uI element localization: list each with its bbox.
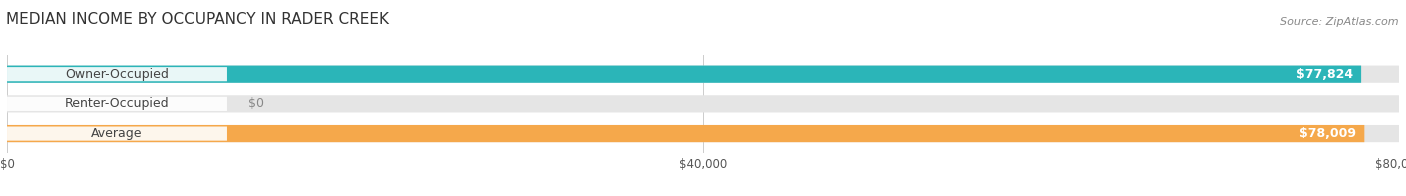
Text: MEDIAN INCOME BY OCCUPANCY IN RADER CREEK: MEDIAN INCOME BY OCCUPANCY IN RADER CREE…	[6, 12, 388, 27]
Text: $0: $0	[247, 97, 264, 110]
FancyBboxPatch shape	[7, 67, 226, 81]
Text: Owner-Occupied: Owner-Occupied	[65, 68, 169, 81]
Text: Source: ZipAtlas.com: Source: ZipAtlas.com	[1281, 17, 1399, 27]
FancyBboxPatch shape	[7, 97, 226, 111]
FancyBboxPatch shape	[7, 126, 226, 141]
Text: $78,009: $78,009	[1299, 127, 1355, 140]
FancyBboxPatch shape	[7, 125, 1364, 142]
FancyBboxPatch shape	[7, 66, 1361, 83]
Text: $77,824: $77,824	[1296, 68, 1353, 81]
Text: Renter-Occupied: Renter-Occupied	[65, 97, 169, 110]
Text: Average: Average	[91, 127, 143, 140]
FancyBboxPatch shape	[7, 95, 1399, 113]
FancyBboxPatch shape	[7, 125, 1399, 142]
FancyBboxPatch shape	[7, 66, 1399, 83]
